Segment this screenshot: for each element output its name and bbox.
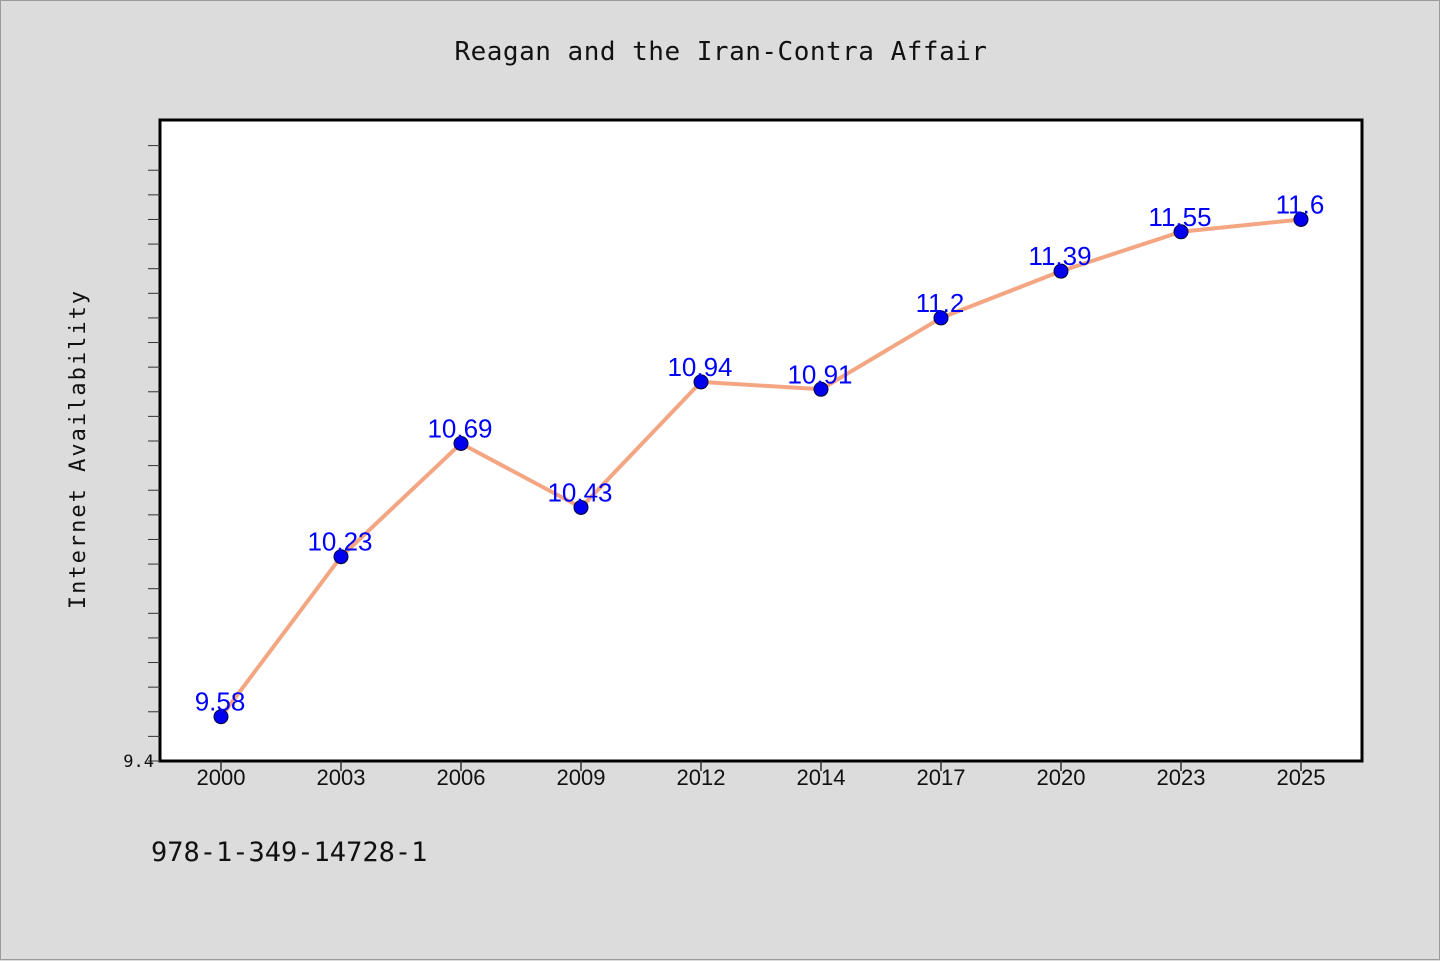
data-point [453, 435, 469, 451]
x-tick-label: 2020 [1037, 765, 1086, 790]
series-line-group [219, 217, 1303, 719]
data-point [1173, 224, 1189, 240]
data-labels: 9.58 10.23 10.69 10.43 10.94 10.91 11.2 11.39 11… [195, 189, 1325, 716]
data-label: 10.69 [427, 413, 492, 443]
data-point [573, 499, 589, 515]
plot-area [158, 118, 1364, 763]
y-tick-label: 9.4 [123, 752, 154, 772]
x-axis-ticks: 2000 2003 2006 2009 2012 2014 2017 2020 2023 2025 [197, 761, 1326, 790]
data-point [333, 549, 349, 565]
isbn-text: 978-1-349-14728-1 [151, 837, 428, 868]
x-tick-label: 2009 [557, 765, 606, 790]
x-tick-label: 2014 [797, 765, 846, 790]
data-label: 10.23 [307, 527, 372, 557]
x-tick-label: 2006 [437, 765, 486, 790]
data-label: 10.94 [667, 352, 732, 382]
data-label: 10.91 [787, 359, 852, 389]
x-tick-label: 2012 [677, 765, 726, 790]
data-point [933, 310, 949, 326]
data-label: 11.2 [916, 288, 965, 318]
x-tick-label: 2023 [1157, 765, 1206, 790]
y-axis-ticks: 9.4 [123, 145, 160, 772]
data-point [1053, 263, 1069, 279]
data-label: 11.39 [1028, 241, 1091, 271]
x-tick-label: 2017 [917, 765, 966, 790]
x-tick-label: 2000 [197, 765, 246, 790]
y-axis-label: Internet Availability [66, 289, 91, 609]
data-label: 11.55 [1148, 202, 1211, 232]
data-point [1293, 211, 1309, 227]
data-label: 11.6 [1276, 189, 1325, 219]
series-markers [213, 211, 1309, 725]
x-tick-label: 2003 [317, 765, 366, 790]
data-point [693, 374, 709, 390]
data-point [213, 709, 229, 725]
chart-title: Reagan and the Iran-Contra Affair [454, 37, 988, 67]
data-label: 9.58 [195, 687, 246, 717]
data-point [813, 381, 829, 397]
data-label: 10.43 [547, 477, 612, 507]
x-tick-label: 2025 [1277, 765, 1326, 790]
series-line [219, 217, 1303, 719]
